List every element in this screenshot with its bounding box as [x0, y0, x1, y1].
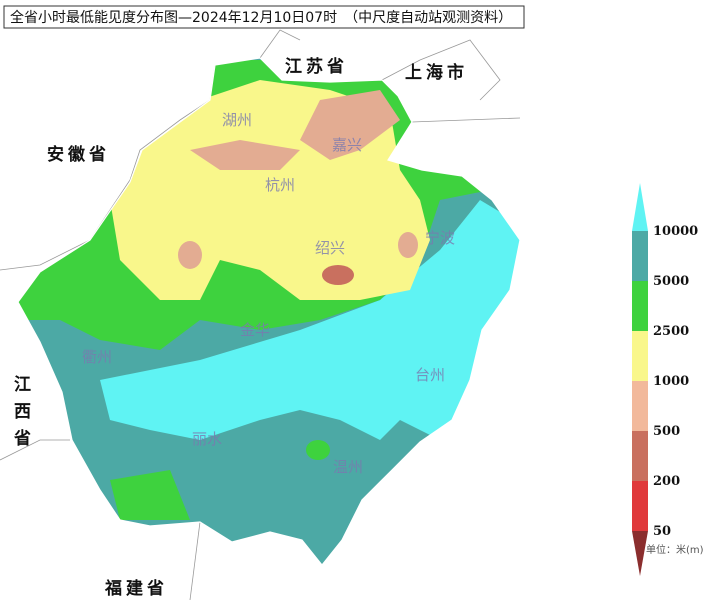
city-label: 温州 [333, 458, 363, 476]
city-label: 嘉兴 [332, 136, 362, 154]
province-outline [17, 57, 521, 566]
legend-tick-label: 500 [653, 424, 680, 439]
visibility-zones [18, 58, 520, 565]
city-label: 绍兴 [315, 239, 345, 257]
city-label: 湖州 [222, 111, 252, 129]
legend-tick-label: 10000 [653, 224, 698, 239]
legend-swatch [632, 531, 648, 576]
legend-tick-label: 50 [653, 524, 671, 539]
legend-tick-label: 1000 [653, 374, 689, 389]
legend: 50 200 500 1000 2500 5000 10000 单位：米(m) [632, 183, 704, 576]
legend-swatch [632, 231, 648, 281]
legend-tick-label: 5000 [653, 274, 689, 289]
neighbor-label: 江苏省 [285, 56, 348, 77]
legend-swatch [632, 481, 648, 531]
legend-swatch [632, 183, 648, 231]
neighbor-label: 福建省 [104, 578, 168, 599]
city-label: 金华 [240, 321, 270, 339]
city-label: 丽水 [192, 430, 222, 448]
legend-tick-label: 2500 [653, 324, 689, 339]
neighbor-label: 江西省 [10, 375, 32, 456]
city-label: 杭州 [265, 176, 295, 194]
title: 全省小时最低能见度分布图—2024年12月10日07时 （中尺度自动站观测资料） [10, 9, 512, 26]
legend-swatch [632, 331, 648, 381]
legend-tick-label: 200 [653, 474, 680, 489]
neighbor-label: 上海市 [405, 62, 468, 83]
legend-swatch [632, 431, 648, 481]
legend-unit: 单位：米(m) [646, 543, 704, 556]
city-label: 台州 [415, 366, 445, 384]
neighbor-label: 安徽省 [47, 144, 110, 165]
legend-swatch [632, 281, 648, 331]
legend-swatch [632, 381, 648, 431]
title-box [3, 5, 525, 29]
city-label: 宁波 [425, 229, 455, 247]
city-label: 衢州 [82, 348, 112, 366]
